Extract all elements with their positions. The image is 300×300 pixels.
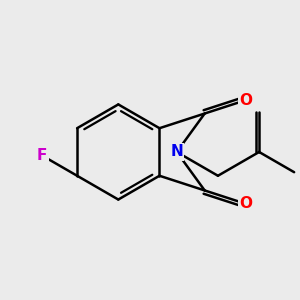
Text: N: N <box>170 145 183 160</box>
Text: O: O <box>239 93 252 108</box>
Text: F: F <box>37 148 47 163</box>
Text: O: O <box>239 196 252 211</box>
